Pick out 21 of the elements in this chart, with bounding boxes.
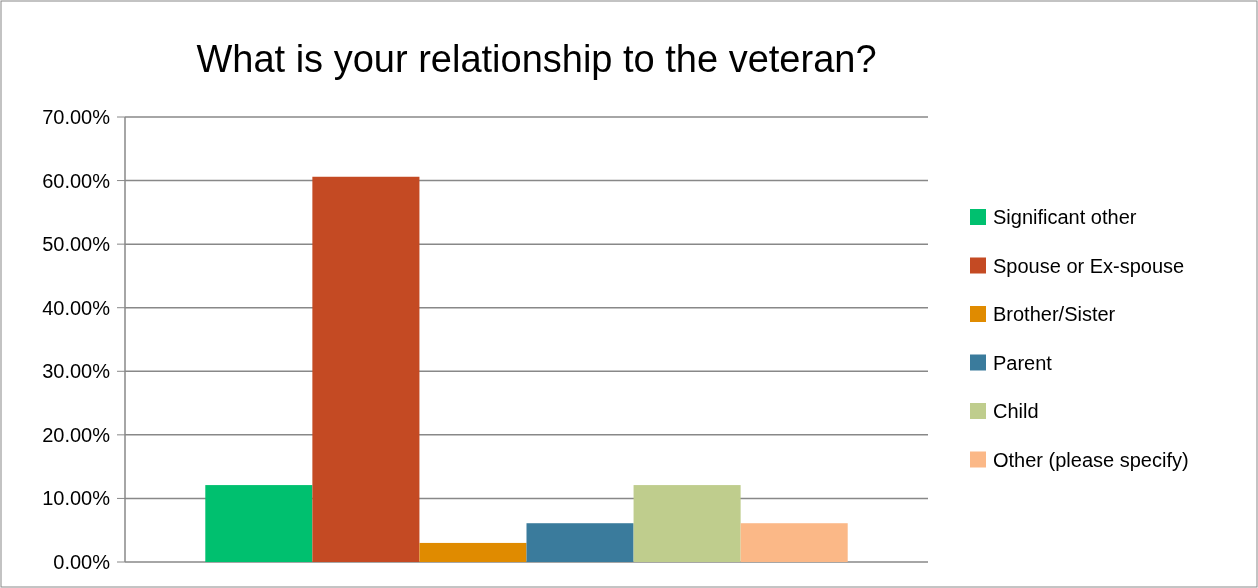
chart-title: What is your relationship to the veteran? — [196, 38, 877, 80]
bar — [740, 523, 848, 562]
y-tick-label: 70.00% — [42, 106, 111, 128]
bar — [419, 542, 527, 562]
y-tick-label: 60.00% — [42, 169, 111, 192]
bar — [205, 485, 313, 562]
bar — [312, 176, 420, 562]
bar — [526, 523, 634, 562]
y-tick-label: 20.00% — [42, 423, 111, 446]
legend-label: Other (please specify) — [993, 448, 1189, 471]
y-tick-label: 0.00% — [53, 551, 111, 573]
y-tick-label: 50.00% — [42, 233, 111, 256]
y-tick-label: 30.00% — [42, 360, 111, 383]
legend-label: Parent — [993, 351, 1053, 374]
y-tick-label: 40.00% — [42, 296, 111, 319]
y-tick-label: 10.00% — [42, 487, 111, 510]
legend-label: Brother/Sister — [993, 303, 1116, 325]
legend-label: Significant other — [993, 206, 1137, 228]
bar — [633, 485, 741, 562]
legend-label: Spouse or Ex-spouse — [993, 254, 1185, 277]
legend-label: Child — [993, 400, 1039, 422]
